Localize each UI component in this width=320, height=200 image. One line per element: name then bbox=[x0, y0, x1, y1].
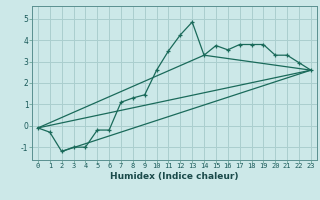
X-axis label: Humidex (Indice chaleur): Humidex (Indice chaleur) bbox=[110, 172, 239, 181]
